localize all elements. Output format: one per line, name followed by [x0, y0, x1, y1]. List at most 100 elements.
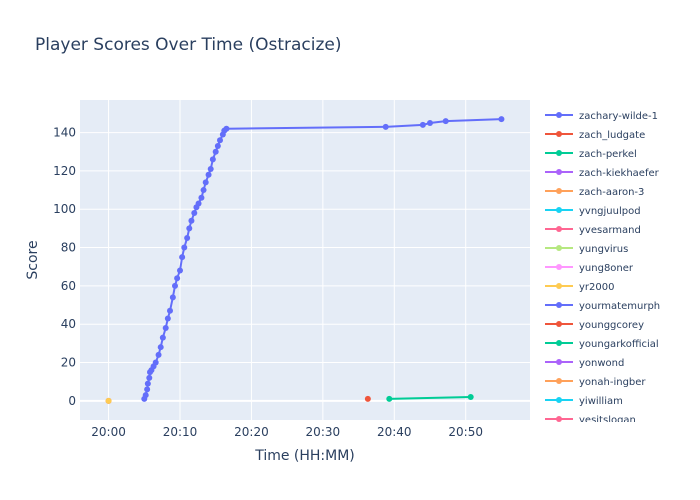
legend-label: yung8oner: [579, 263, 634, 274]
series-yr2000: [105, 397, 112, 404]
data-point: [217, 137, 223, 144]
y-axis-title: Score: [25, 240, 41, 279]
legend-label: zach-aaron-3: [579, 187, 644, 198]
x-tick-label: 20:10: [163, 425, 198, 439]
legend-item[interactable]: yvngjuulpod: [545, 206, 641, 217]
legend-swatch-marker: [556, 359, 562, 365]
legend-label: yonah-ingber: [579, 377, 646, 388]
legend-swatch-marker: [556, 264, 562, 270]
legend-item[interactable]: zach_ludgate: [545, 130, 645, 141]
data-point: [191, 210, 198, 217]
data-point: [157, 344, 164, 351]
series-zach_ludgate: [364, 395, 371, 402]
legend-label: yiwilliam: [579, 396, 623, 407]
data-point: [177, 267, 183, 274]
data-point: [386, 395, 393, 402]
legend-swatch-marker: [556, 397, 562, 403]
y-tick-label: 0: [68, 394, 76, 408]
data-point: [105, 397, 112, 404]
legend-item[interactable]: yonah-ingber: [545, 377, 646, 388]
legend-label: youngarkofficial: [579, 339, 659, 350]
legend-item[interactable]: yourmatemurph: [545, 301, 660, 312]
y-tick-labels: 0 20 40 60 80 100 120 140: [53, 126, 76, 408]
y-tick-label: 100: [53, 202, 76, 216]
y-tick-label: 120: [53, 164, 76, 178]
data-point: [184, 234, 191, 241]
data-point: [195, 200, 202, 207]
data-point: [212, 148, 219, 155]
legend-label: zach-kiekhaefer: [579, 168, 660, 179]
chart-title: Player Scores Over Time (Ostracize): [35, 35, 342, 55]
legend-swatch-marker: [556, 340, 562, 346]
y-tick-label: 80: [61, 241, 76, 255]
data-point: [159, 334, 166, 341]
x-axis-title: Time (HH:MM): [254, 448, 355, 464]
x-tick-label: 20:00: [91, 425, 126, 439]
legend-label: yonwond: [579, 358, 624, 369]
data-point: [152, 359, 159, 366]
data-point: [179, 254, 186, 261]
legend-swatch-marker: [556, 378, 562, 384]
legend-label: zach_ludgate: [579, 130, 645, 141]
legend-label: yourmatemurph: [579, 301, 660, 312]
data-point: [209, 156, 216, 163]
legend-item[interactable]: zach-perkel: [545, 149, 637, 160]
legend-item[interactable]: zach-aaron-3: [545, 187, 644, 198]
legend-swatch-marker: [556, 131, 562, 137]
x-tick-label: 20:30: [306, 425, 341, 439]
legend-item[interactable]: youngarkofficial: [545, 339, 659, 350]
legend-item[interactable]: yung8oner: [545, 263, 634, 274]
data-point: [155, 351, 162, 358]
data-point: [186, 225, 193, 232]
legend-swatch-marker: [556, 150, 562, 156]
legend-label: yvesarmand: [579, 225, 641, 236]
legend-swatch-marker: [556, 245, 562, 251]
data-point: [207, 165, 214, 172]
series-zachary-wilde-1: [141, 116, 505, 402]
legend-item[interactable]: yiwilliam: [545, 396, 623, 407]
data-point: [223, 125, 230, 132]
x-tick-label: 20:20: [234, 425, 269, 439]
series-line: [389, 396, 471, 400]
legend-label: yesitslogan: [579, 415, 636, 426]
x-tick-label: 20:50: [448, 425, 483, 439]
y-tick-label: 40: [61, 317, 76, 331]
data-point: [198, 194, 205, 201]
y-tick-label: 60: [61, 279, 76, 293]
data-point: [364, 395, 371, 402]
legend-label: yr2000: [579, 282, 614, 293]
legend-item[interactable]: yvesarmand: [545, 225, 641, 236]
data-point: [144, 380, 151, 387]
data-point: [200, 187, 207, 194]
data-point: [442, 118, 449, 125]
data-point: [172, 282, 178, 289]
legend-label: yvngjuulpod: [579, 206, 641, 217]
legend-item[interactable]: zachary-wilde-1: [545, 111, 658, 122]
data-point: [202, 179, 209, 186]
legend-item[interactable]: zach-kiekhaefer: [545, 168, 660, 179]
legend-item[interactable]: yungvirus: [545, 244, 628, 255]
data-point: [498, 116, 505, 123]
data-point: [419, 121, 426, 128]
data-point: [188, 217, 195, 224]
data-point: [205, 171, 212, 178]
legend-swatch-marker: [556, 321, 562, 327]
legend-swatch-marker: [556, 416, 562, 422]
data-point: [144, 386, 151, 393]
legend-label: zach-perkel: [579, 149, 637, 160]
legend-swatch-marker: [556, 207, 562, 213]
data-point: [382, 123, 389, 130]
data-point: [181, 244, 188, 251]
series-zach-perkel: [386, 394, 474, 402]
data-point: [146, 374, 153, 381]
legend[interactable]: zachary-wilde-1 zach_ludgate zach-perkel za…: [545, 111, 660, 426]
legend-item[interactable]: younggcorey: [545, 320, 644, 331]
data-point: [162, 325, 169, 332]
legend-swatch-marker: [556, 226, 562, 232]
legend-item[interactable]: yonwond: [545, 358, 624, 369]
y-tick-label: 20: [61, 356, 76, 370]
legend-item[interactable]: yr2000: [545, 282, 614, 293]
legend-item[interactable]: yesitslogan: [545, 415, 636, 426]
y-tick-label: 140: [53, 126, 76, 140]
